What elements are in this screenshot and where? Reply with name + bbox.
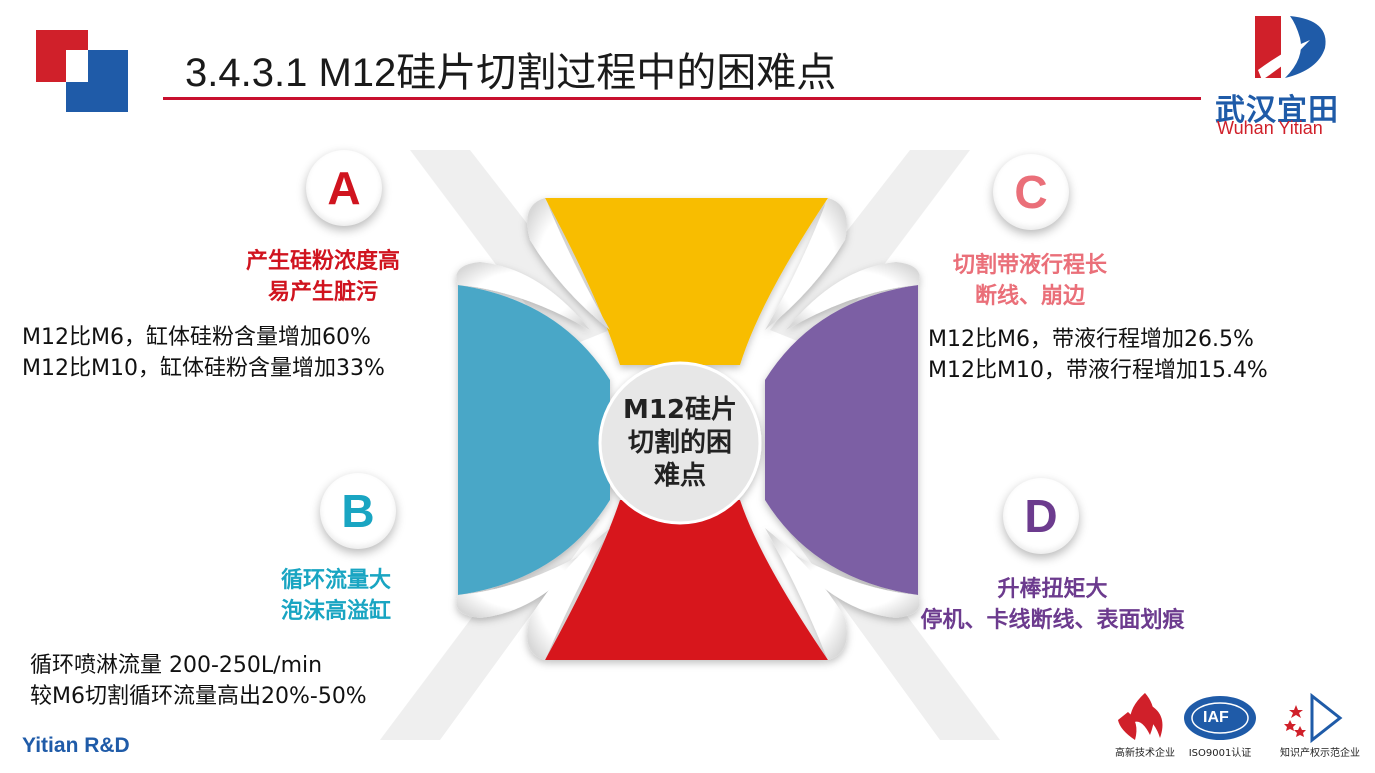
point-a-heading-line1: 产生硅粉浓度高 [245,249,400,274]
point-d-heading-line2: 停机、卡线断线、表面划痕 [920,608,1185,633]
point-d-heading: 升棒扭矩大 停机、卡线断线、表面划痕 [880,574,1225,636]
point-a-detail-line1: M12比M6，缸体硅粉含量增加60% [22,325,371,350]
center-label-line3: 难点 [653,460,706,491]
point-c-detail-line2: M12比M10，带液行程增加15.4% [928,358,1268,383]
point-c-detail-line1: M12比M6，带液行程增加26.5% [928,327,1254,352]
point-a-heading-line2: 易产生脏污 [267,280,378,305]
badge-d: D [1003,478,1079,554]
point-c-heading: 切割带液行程长 断线、崩边 [895,250,1165,312]
point-c-heading-line1: 切割带液行程长 [952,253,1107,278]
ip-star-icon [1284,692,1343,744]
cert-iaf-text: IAF [1203,709,1229,726]
title-divider [163,97,1201,100]
point-b-detail-line1: 循环喷淋流量 200-250L/min [30,653,323,678]
corner-squares-icon [36,30,128,112]
company-logo-cn: 武汉宜田 [1215,93,1339,128]
point-b-heading-line1: 循环流量大 [280,568,391,593]
logo-sail-icon [1255,16,1326,80]
page-title: 3.4.3.1 M12硅片切割过程中的困难点 [185,51,837,95]
badge-b: B [320,473,396,549]
point-d-heading-line1: 升棒扭矩大 [997,577,1108,602]
point-c-heading-line2: 断线、崩边 [974,284,1085,309]
point-a-details: M12比M6，缸体硅粉含量增加60% M12比M10，缸体硅粉含量增加33% [22,322,385,384]
hitech-flame-icon [1118,693,1163,740]
point-b-detail-line2: 较M6切割循环流量高出20%-50% [30,684,367,709]
cert-iso-label: ISO9001认证 [1188,748,1252,759]
center-label-line1: M12硅片 [622,394,738,425]
point-a-heading: 产生硅粉浓度高 易产生脏污 [188,246,458,308]
point-b-heading-line2: 泡沫高溢缸 [280,599,391,624]
center-label-line2: 切割的困 [627,427,732,458]
center-label: M12硅片 切割的困 难点 [602,365,758,521]
point-b-heading: 循环流量大 泡沫高溢缸 [216,565,456,627]
badge-a: A [306,150,382,226]
iaf-globe-icon [1184,696,1256,740]
footer-brand: Yitian R&D [22,734,130,757]
point-a-detail-line2: M12比M10，缸体硅粉含量增加33% [22,356,385,381]
point-c-details: M12比M6，带液行程增加26.5% M12比M10，带液行程增加15.4% [928,324,1268,386]
cert-ip-label: 知识产权示范企业 [1280,748,1360,759]
company-logo-en: Wuhan Yitian [1217,118,1323,138]
cert-hitech-label: 高新技术企业 [1115,748,1175,759]
point-b-details: 循环喷淋流量 200-250L/min 较M6切割循环流量高出20%-50% [30,650,367,712]
center-flower [456,198,920,660]
badge-c: C [993,154,1069,230]
